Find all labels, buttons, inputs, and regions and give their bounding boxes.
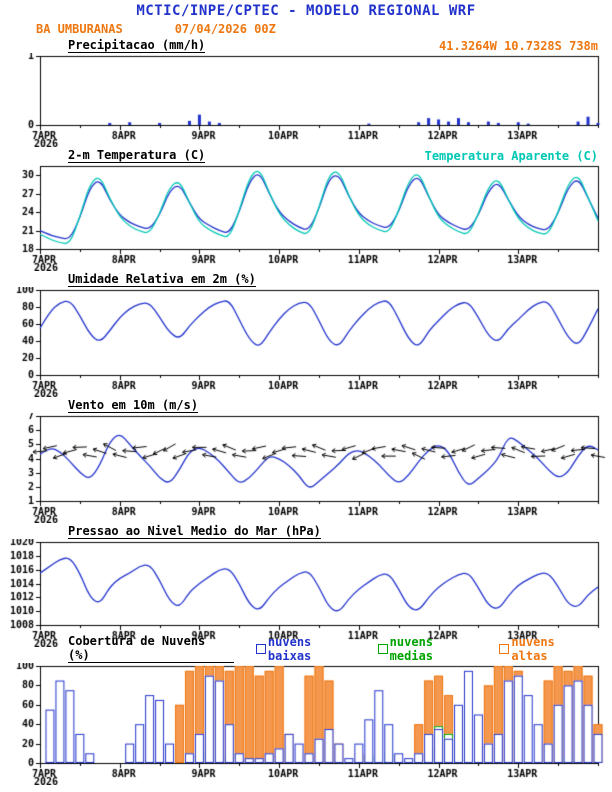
panel-title-row-wind: Vento em 10m (m/s) bbox=[0, 397, 612, 413]
panel-precipitation: Precipitacao (mm/h) 41.3264W 10.7328S 73… bbox=[0, 37, 612, 147]
high-clouds-swatch-icon bbox=[499, 644, 510, 654]
panel-humidity: Umidade Relativa em 2m (%) bbox=[0, 271, 612, 397]
panel-title-clouds: Cobertura de Nuvens (%) bbox=[68, 634, 234, 663]
chart-temperature bbox=[0, 163, 606, 271]
chart-humidity bbox=[0, 287, 606, 397]
panel-wind: Vento em 10m (m/s) bbox=[0, 397, 612, 523]
chart-clouds bbox=[0, 663, 606, 785]
header-subtitle: BA UMBURANAS 07/04/2026 00Z bbox=[0, 21, 612, 37]
legend-label-low-clouds: nuvens baixas bbox=[267, 635, 312, 663]
page-title: MCTIC/INPE/CPTEC - MODELO REGIONAL WRF bbox=[136, 3, 476, 19]
legend-label-high-clouds: nuvens altas bbox=[511, 635, 555, 663]
chart-precipitation bbox=[0, 53, 606, 147]
station-coordinates: 41.3264W 10.7328S 738m bbox=[439, 39, 598, 53]
low-clouds-swatch-icon bbox=[255, 644, 266, 654]
panel-title-temperature: 2-m Temperatura (C) bbox=[68, 148, 206, 163]
panel-title-pressure: Pressao ao Nivel Medio do Mar (hPa) bbox=[68, 524, 321, 539]
cloud-legend: nuvens baixas nuvens medias nuvens altas bbox=[255, 635, 598, 663]
panel-title-row-pressure: Pressao ao Nivel Medio do Mar (hPa) bbox=[0, 523, 612, 539]
apparent-temperature-label: Temperatura Aparente (C) bbox=[424, 149, 598, 163]
legend-item-high-clouds: nuvens altas bbox=[499, 635, 598, 663]
panel-title-row-clouds: Cobertura de Nuvens (%) nuvens baixas nu… bbox=[0, 634, 612, 663]
panel-title-row-precipitation: Precipitacao (mm/h) 41.3264W 10.7328S 73… bbox=[0, 37, 612, 53]
run-datetime: 07/04/2026 00Z bbox=[174, 22, 276, 36]
panel-pressure: Pressao ao Nivel Medio do Mar (hPa) bbox=[0, 523, 612, 647]
panel-title-humidity: Umidade Relativa em 2m (%) bbox=[68, 272, 256, 287]
panel-temperature: 2-m Temperatura (C) Temperatura Aparente… bbox=[0, 147, 612, 271]
chart-wind bbox=[0, 413, 606, 523]
chart-pressure bbox=[0, 539, 606, 647]
legend-label-mid-clouds: nuvens medias bbox=[389, 635, 434, 663]
station-name: BA UMBURANAS bbox=[36, 22, 123, 36]
mid-clouds-swatch-icon bbox=[377, 644, 388, 654]
legend-item-low-clouds: nuvens baixas bbox=[255, 635, 362, 663]
panel-title-row-humidity: Umidade Relativa em 2m (%) bbox=[0, 271, 612, 287]
panel-clouds: Cobertura de Nuvens (%) nuvens baixas nu… bbox=[0, 634, 612, 785]
panel-title-wind: Vento em 10m (m/s) bbox=[68, 398, 199, 413]
legend-item-mid-clouds: nuvens medias bbox=[377, 635, 484, 663]
panel-title-row-temperature: 2-m Temperatura (C) Temperatura Aparente… bbox=[0, 147, 612, 163]
panel-title-precipitation: Precipitacao (mm/h) bbox=[68, 38, 206, 53]
